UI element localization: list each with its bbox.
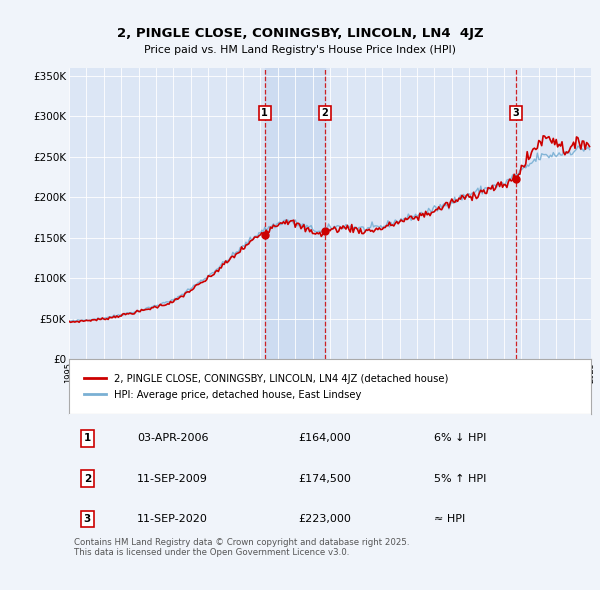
Text: 3: 3 — [83, 514, 91, 524]
Text: Price paid vs. HM Land Registry's House Price Index (HPI): Price paid vs. HM Land Registry's House … — [144, 45, 456, 55]
Text: 11-SEP-2020: 11-SEP-2020 — [137, 514, 208, 524]
Text: 1: 1 — [83, 434, 91, 444]
Text: 5% ↑ HPI: 5% ↑ HPI — [434, 474, 487, 484]
Bar — [265, 68, 325, 359]
Text: Contains HM Land Registry data © Crown copyright and database right 2025.
This d: Contains HM Land Registry data © Crown c… — [74, 538, 410, 557]
Text: 2: 2 — [83, 474, 91, 484]
Text: 2: 2 — [322, 108, 328, 118]
Text: £164,000: £164,000 — [299, 434, 352, 444]
Legend: 2, PINGLE CLOSE, CONINGSBY, LINCOLN, LN4 4JZ (detached house), HPI: Average pric: 2, PINGLE CLOSE, CONINGSBY, LINCOLN, LN4… — [79, 369, 454, 405]
Text: ≈ HPI: ≈ HPI — [434, 514, 466, 524]
Text: £174,500: £174,500 — [299, 474, 352, 484]
Text: 1: 1 — [262, 108, 268, 118]
Text: 2, PINGLE CLOSE, CONINGSBY, LINCOLN, LN4  4JZ: 2, PINGLE CLOSE, CONINGSBY, LINCOLN, LN4… — [116, 27, 484, 40]
Text: 3: 3 — [513, 108, 520, 118]
Text: 6% ↓ HPI: 6% ↓ HPI — [434, 434, 487, 444]
Text: £223,000: £223,000 — [299, 514, 352, 524]
Text: 03-APR-2006: 03-APR-2006 — [137, 434, 208, 444]
Text: 11-SEP-2009: 11-SEP-2009 — [137, 474, 208, 484]
